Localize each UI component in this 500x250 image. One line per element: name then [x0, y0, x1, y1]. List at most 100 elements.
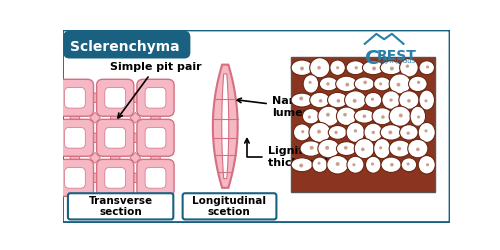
Ellipse shape: [328, 126, 347, 139]
Ellipse shape: [401, 158, 416, 172]
FancyBboxPatch shape: [96, 159, 134, 196]
FancyBboxPatch shape: [96, 79, 134, 116]
Polygon shape: [90, 112, 101, 123]
Ellipse shape: [310, 58, 330, 78]
Ellipse shape: [381, 157, 401, 172]
Ellipse shape: [416, 148, 420, 151]
Text: Simple pit pair: Simple pit pair: [110, 62, 202, 118]
Ellipse shape: [379, 82, 382, 86]
Text: Lignified
thick wall: Lignified thick wall: [244, 138, 328, 168]
Ellipse shape: [419, 90, 434, 110]
Ellipse shape: [372, 108, 392, 125]
Ellipse shape: [364, 123, 382, 142]
Ellipse shape: [347, 156, 364, 173]
FancyBboxPatch shape: [96, 119, 134, 156]
Ellipse shape: [408, 76, 427, 92]
Ellipse shape: [302, 108, 320, 124]
Ellipse shape: [399, 114, 402, 117]
Ellipse shape: [336, 107, 356, 126]
Ellipse shape: [407, 99, 410, 103]
Ellipse shape: [354, 66, 358, 70]
Ellipse shape: [426, 163, 429, 166]
Ellipse shape: [310, 92, 330, 108]
Polygon shape: [130, 152, 141, 163]
FancyBboxPatch shape: [64, 128, 86, 148]
Ellipse shape: [362, 114, 366, 118]
Ellipse shape: [336, 162, 340, 166]
Ellipse shape: [390, 163, 394, 166]
FancyBboxPatch shape: [68, 193, 174, 220]
Polygon shape: [90, 133, 100, 142]
Ellipse shape: [389, 74, 411, 94]
Ellipse shape: [381, 115, 385, 119]
Ellipse shape: [303, 75, 318, 93]
Ellipse shape: [382, 91, 400, 109]
Text: Narrow
lumen: Narrow lumen: [237, 96, 318, 118]
Ellipse shape: [336, 99, 340, 103]
Ellipse shape: [346, 83, 350, 86]
Ellipse shape: [291, 60, 313, 76]
Ellipse shape: [291, 93, 313, 107]
FancyBboxPatch shape: [145, 168, 166, 188]
Ellipse shape: [424, 99, 428, 102]
Ellipse shape: [318, 106, 340, 126]
Ellipse shape: [326, 82, 330, 86]
Ellipse shape: [336, 66, 339, 69]
Polygon shape: [110, 113, 120, 122]
Polygon shape: [213, 65, 238, 188]
FancyBboxPatch shape: [145, 128, 166, 148]
FancyBboxPatch shape: [56, 79, 94, 116]
Ellipse shape: [389, 106, 411, 126]
Text: Transverse
section: Transverse section: [88, 196, 152, 217]
Ellipse shape: [399, 91, 419, 109]
Ellipse shape: [408, 139, 428, 158]
Ellipse shape: [388, 130, 392, 134]
Ellipse shape: [336, 76, 357, 92]
Ellipse shape: [346, 61, 365, 75]
Polygon shape: [222, 74, 228, 178]
Ellipse shape: [317, 130, 321, 134]
Ellipse shape: [352, 163, 356, 166]
Polygon shape: [151, 153, 160, 162]
Ellipse shape: [426, 66, 429, 68]
Ellipse shape: [344, 146, 348, 150]
Polygon shape: [130, 173, 140, 182]
Ellipse shape: [424, 129, 428, 132]
Ellipse shape: [327, 156, 348, 174]
Ellipse shape: [343, 113, 347, 116]
Ellipse shape: [380, 125, 402, 140]
FancyBboxPatch shape: [56, 159, 94, 196]
Text: REST: REST: [376, 49, 416, 63]
Polygon shape: [130, 133, 140, 142]
FancyBboxPatch shape: [137, 79, 174, 116]
Ellipse shape: [308, 81, 312, 84]
Ellipse shape: [374, 138, 390, 158]
Ellipse shape: [374, 77, 390, 91]
Ellipse shape: [308, 116, 311, 118]
FancyBboxPatch shape: [64, 31, 190, 58]
Ellipse shape: [362, 61, 384, 75]
Ellipse shape: [336, 142, 356, 156]
Ellipse shape: [410, 106, 426, 126]
Ellipse shape: [418, 122, 436, 142]
FancyBboxPatch shape: [64, 88, 86, 108]
Polygon shape: [70, 153, 80, 162]
Ellipse shape: [325, 146, 329, 150]
Ellipse shape: [291, 158, 313, 172]
Polygon shape: [90, 173, 100, 182]
FancyBboxPatch shape: [291, 57, 434, 192]
FancyBboxPatch shape: [137, 159, 174, 196]
Ellipse shape: [417, 116, 420, 118]
Ellipse shape: [390, 66, 394, 70]
Ellipse shape: [334, 131, 338, 134]
Ellipse shape: [294, 124, 310, 141]
Ellipse shape: [379, 146, 382, 149]
FancyBboxPatch shape: [56, 119, 94, 156]
Polygon shape: [130, 112, 141, 123]
FancyBboxPatch shape: [105, 168, 126, 188]
FancyBboxPatch shape: [137, 119, 174, 156]
FancyBboxPatch shape: [105, 88, 126, 108]
Ellipse shape: [406, 132, 410, 135]
Ellipse shape: [354, 109, 374, 123]
FancyBboxPatch shape: [182, 193, 276, 220]
